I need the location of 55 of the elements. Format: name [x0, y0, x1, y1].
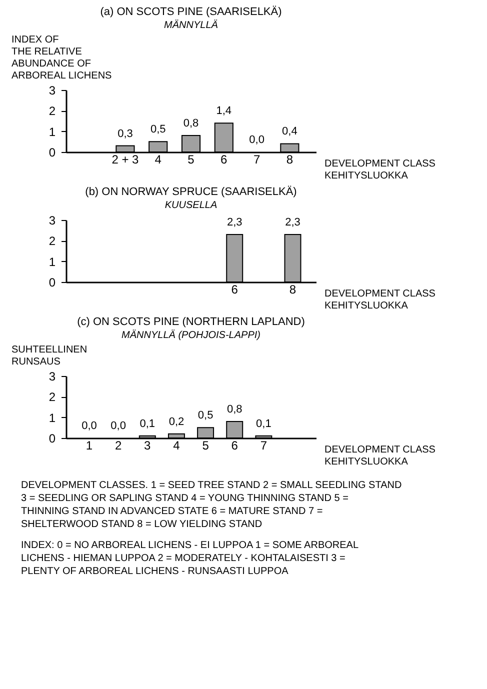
x-tick-label: 7 [260, 438, 268, 452]
data-label: 0,4 [282, 126, 298, 138]
data-label: 0,0 [82, 420, 97, 432]
data-label: 0,0 [110, 420, 126, 432]
x-axis-title: DEVELOPMENT CLASS KEHITYSLUOKKA [324, 444, 436, 468]
data-label: 0,1 [256, 418, 272, 430]
y-axis-title: SUHTEELLINEN RUNSAUS [12, 344, 88, 368]
x-tick-label: 7 [253, 152, 260, 166]
x-tick-label: 5 [202, 438, 210, 452]
x-tick-label: 5 [188, 152, 195, 166]
data-label: 0,0 [249, 134, 264, 146]
x-tick-label: 4 [154, 152, 162, 166]
data-label: 0,8 [226, 403, 242, 416]
text: INDEX: 0 = NO ARBOREAL LICHENS - EI LUPPOA 1 = SOME ARBOREAL LICHENS - HIEMAN LUPPOA 2 = MODERATELY - KOHTALAISESTI 3 = PLENTY OF ARBOREAL LICHENS - RUNSAASTI LUPPOA [21, 540, 359, 577]
x-axis-title: DEVELOPMENT CLASS KEHITYSLUOKKA [324, 288, 436, 312]
x-tick-label: 4 [173, 438, 180, 452]
y-tick-label: 1 [48, 410, 56, 425]
data-label: 2,3 [285, 216, 300, 228]
x-axis-title: DEVELOPMENT CLASS KEHITYSLUOKKA [324, 158, 436, 182]
data-label: 0,1 [140, 418, 156, 430]
data-label: 0,5 [150, 124, 166, 136]
y-axis-title: INDEX OF THE RELATIVE ABUNDANCE OF ARBOREAL LICHENS [12, 34, 112, 82]
chart-title: (a) ON SCOTS PINE (SAARISELKÄ) [100, 5, 282, 18]
data-label: 0,2 [168, 416, 184, 428]
x-tick-label: 6 [231, 282, 238, 296]
data-label: 0,3 [118, 128, 133, 140]
x-tick-label: 1 [86, 438, 93, 452]
x-tick-label: 2 [114, 438, 122, 452]
x-tick-label: 8 [286, 152, 294, 166]
text: DEVELOPMENT CLASSES. 1 = SEED TREE STAND 2 = SMALL SEEDLING STAND 3 = SEEDLING OR SAPLING STAND 4 = YOUNG THINNING STAND 5 = THINNING STAND IN ADVANCED STATE 6 = MATURE STAND 7 = SHELTERWOOD STAND 8 = LOW YIELDING STAND [21, 480, 402, 530]
data-label: 0,8 [183, 117, 199, 130]
y-tick-label: 1 [48, 124, 56, 139]
chart-subtitle: MÄNNYLLÄ [164, 19, 218, 31]
data-label: 2,3 [226, 216, 242, 228]
x-tick-label: 8 [289, 282, 296, 296]
y-tick-label: 1 [48, 254, 56, 269]
chart-title: (b) ON NORWAY SPRUCE (SAARISELKÄ) [85, 185, 297, 198]
chart-title: (c) ON SCOTS PINE (NORTHERN LAPLAND) [77, 316, 305, 328]
x-tick-label: 3 [144, 438, 152, 452]
chart-subtitle: MÄNNYLLÄ (POHJOIS-LAPPI) [122, 329, 260, 341]
data-label: 1,4 [216, 105, 232, 118]
data-label: 0,5 [198, 410, 214, 422]
x-tick-label: 6 [231, 438, 238, 452]
y-tick-label: 2 [48, 104, 56, 118]
y-tick-label: 3 [48, 214, 56, 228]
y-tick-label: 0 [48, 276, 56, 290]
y-tick-label: 3 [48, 370, 56, 384]
chart-subtitle: KUUSELLA [164, 200, 218, 211]
y-tick-label: 2 [48, 234, 56, 248]
y-tick-label: 2 [48, 390, 56, 404]
x-tick-label: 2 + 3 [112, 152, 140, 166]
y-tick-label: 0 [48, 432, 56, 446]
y-tick-label: 0 [48, 146, 56, 160]
y-tick-label: 3 [48, 84, 56, 98]
x-tick-label: 6 [220, 152, 228, 166]
